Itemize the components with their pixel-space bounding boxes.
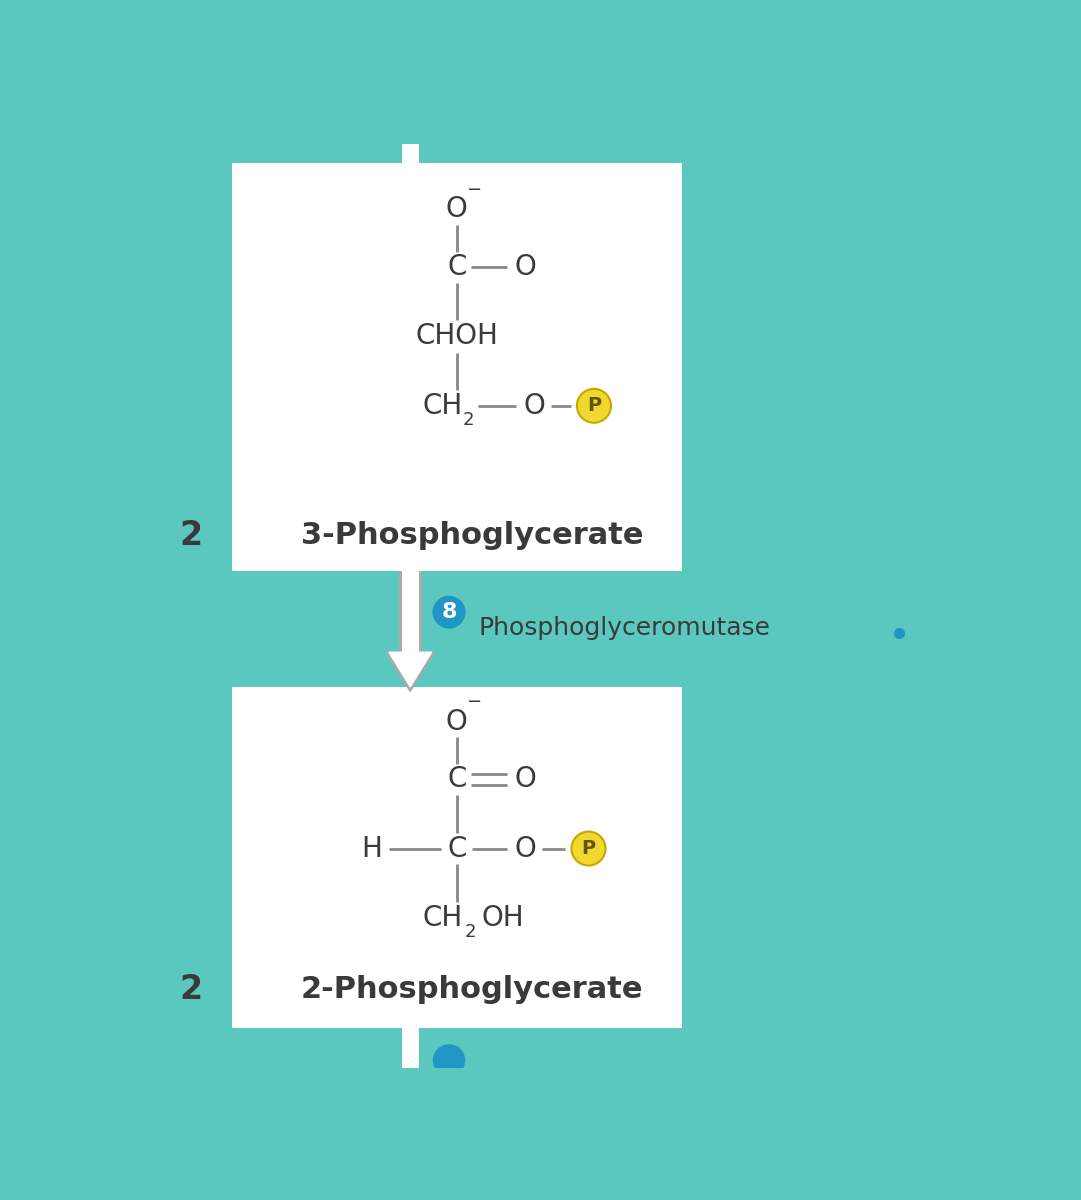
Text: O: O (445, 196, 468, 223)
Text: 2: 2 (464, 923, 476, 941)
Bar (399, 571, 422, 653)
Text: CHOH: CHOH (415, 323, 498, 350)
Text: O: O (445, 708, 468, 736)
Circle shape (572, 832, 605, 865)
Text: 8: 8 (441, 602, 457, 622)
Text: Phosphoglyceromutase: Phosphoglyceromutase (479, 616, 771, 640)
Text: P: P (582, 839, 596, 858)
Text: O: O (515, 834, 536, 863)
Text: O: O (515, 253, 536, 281)
Text: C: C (448, 253, 466, 281)
Text: 2: 2 (179, 518, 202, 552)
Bar (402, 144, 418, 163)
Text: O: O (515, 766, 536, 793)
Text: 2: 2 (463, 410, 475, 428)
Text: −: − (466, 694, 481, 712)
Text: C: C (448, 834, 466, 863)
Polygon shape (386, 653, 435, 691)
Text: CH: CH (423, 904, 463, 932)
Circle shape (433, 1045, 465, 1075)
Text: P: P (587, 396, 601, 415)
Circle shape (433, 596, 465, 628)
Bar (232, 686, 681, 1028)
Text: C: C (448, 766, 466, 793)
Text: O: O (523, 391, 545, 420)
Bar (402, 571, 418, 653)
Bar (402, 1028, 418, 1068)
Text: 3-Phosphoglycerate: 3-Phosphoglycerate (301, 521, 643, 550)
Text: −: − (466, 181, 481, 199)
Text: 2-Phosphoglycerate: 2-Phosphoglycerate (301, 974, 643, 1004)
Text: OH: OH (482, 904, 524, 932)
Polygon shape (389, 653, 431, 686)
Bar (232, 163, 681, 571)
Text: 2: 2 (179, 973, 202, 1006)
Circle shape (577, 389, 611, 422)
Text: CH: CH (423, 391, 463, 420)
Text: H: H (361, 834, 382, 863)
